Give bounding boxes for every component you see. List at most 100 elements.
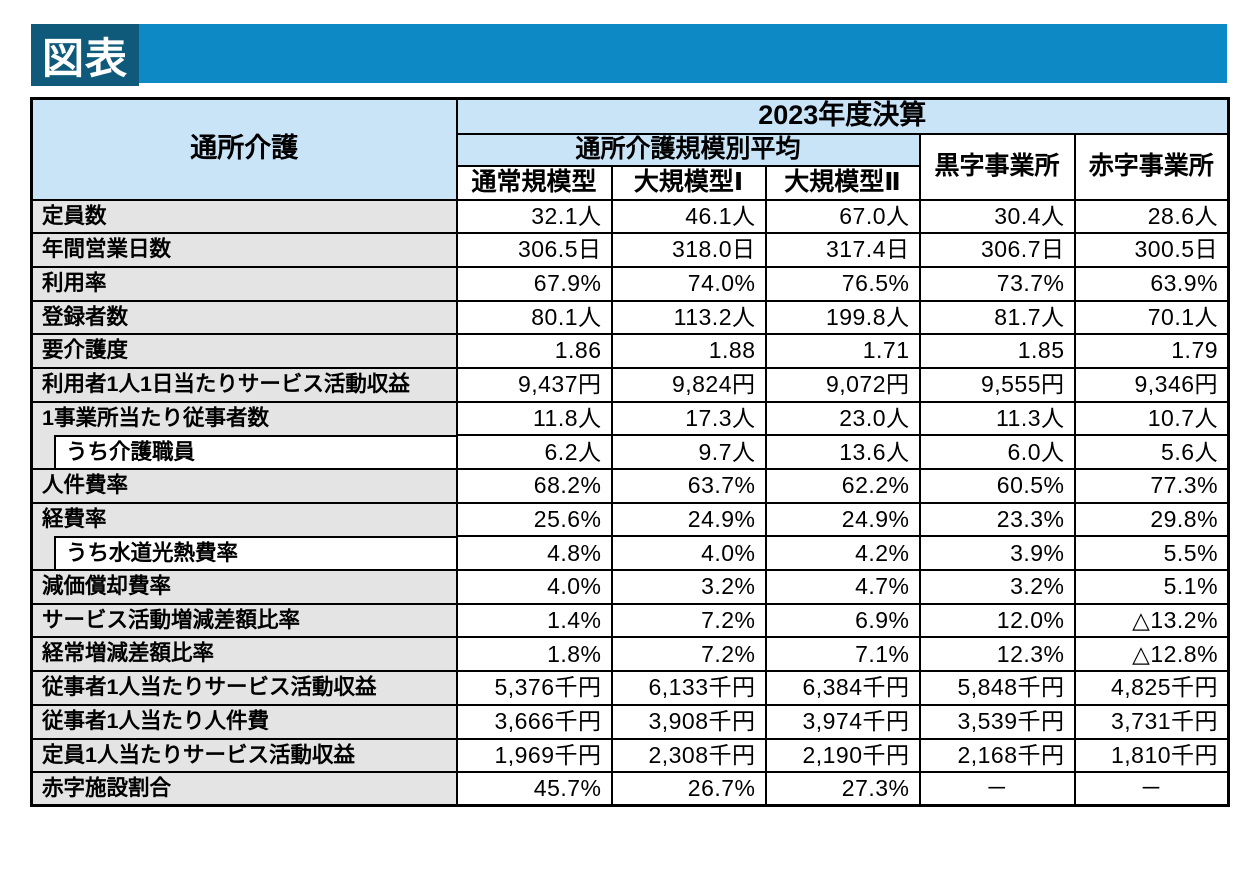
value-cell: 12.3% bbox=[918, 636, 1076, 673]
row-label: 従事者1人当たりサービス活動収益 bbox=[30, 670, 458, 706]
value-cell: 1.8% bbox=[455, 636, 613, 673]
value-cell: 2,190千円 bbox=[764, 737, 921, 774]
value-cell: 300.5日 bbox=[1073, 232, 1230, 268]
value-cell: 3,666千円 bbox=[455, 703, 613, 740]
value-cell: 3.9% bbox=[918, 535, 1076, 572]
scale-group-header: 通所介護規模別平均 bbox=[455, 132, 921, 167]
value-cell: 11.8人 bbox=[455, 400, 613, 437]
value-cell: 1.88 bbox=[610, 333, 767, 369]
value-cell: 9,824円 bbox=[610, 366, 767, 403]
value-cell: 28.6人 bbox=[1073, 198, 1230, 235]
row-label: 利用率 bbox=[30, 265, 458, 302]
value-cell: 63.7% bbox=[610, 468, 767, 504]
table-row: 利用率 67.9% 74.0% 76.5% 73.7% 63.9% bbox=[30, 265, 1230, 302]
table-row: サービス活動増減差額比率 1.4% 7.2% 6.9% 12.0% △13.2% bbox=[30, 602, 1230, 639]
table-row-sub: うち水道光熱費率 4.8% 4.0% 4.2% 3.9% 5.5% bbox=[30, 535, 1230, 572]
value-cell: 5.6人 bbox=[1073, 434, 1230, 470]
row-label: サービス活動増減差額比率 bbox=[30, 602, 458, 639]
value-cell: 60.5% bbox=[918, 468, 1076, 504]
scale-column-header-large1: 大規模型Ⅰ bbox=[610, 164, 767, 201]
row-label: うち介護職員 bbox=[54, 435, 455, 468]
value-cell: 9,437円 bbox=[455, 366, 613, 403]
row-label: 年間営業日数 bbox=[30, 232, 458, 268]
value-cell: 5.1% bbox=[1073, 569, 1230, 605]
value-cell: 73.7% bbox=[918, 265, 1076, 302]
value-cell: 23.0人 bbox=[764, 400, 921, 437]
table-row: 定員数 32.1人 46.1人 67.0人 30.4人 28.6人 bbox=[30, 198, 1230, 235]
value-cell: 76.5% bbox=[764, 265, 921, 302]
row-label: 経常増減差額比率 bbox=[30, 636, 458, 673]
figure-banner-label: 図表 bbox=[31, 24, 139, 86]
value-cell: 29.8% bbox=[1073, 501, 1230, 538]
value-cell: 11.3人 bbox=[918, 400, 1076, 437]
value-cell: △13.2% bbox=[1073, 602, 1230, 639]
value-cell: 2,168千円 bbox=[918, 737, 1076, 774]
table-row: 1事業所当たり従事者数 11.8人 17.3人 23.0人 11.3人 10.7… bbox=[30, 400, 1230, 437]
value-cell: 1.86 bbox=[455, 333, 613, 369]
value-cell: 3.2% bbox=[610, 569, 767, 605]
value-cell: △12.8% bbox=[1073, 636, 1230, 673]
table-row: 従事者1人当たりサービス活動収益 5,376千円 6,133千円 6,384千円… bbox=[30, 670, 1230, 706]
table-row: 人件費率 68.2% 63.7% 62.2% 60.5% 77.3% bbox=[30, 468, 1230, 504]
value-cell: 3,731千円 bbox=[1073, 703, 1230, 740]
row-label-indented: うち介護職員 bbox=[30, 435, 458, 470]
header-row-3: 通常規模型 大規模型Ⅰ 大規模型Ⅱ bbox=[32, 164, 1229, 201]
table-row: 赤字施設割合 45.7% 26.7% 27.3% － － bbox=[30, 771, 1230, 807]
row-label-indented: うち水道光熱費率 bbox=[30, 536, 458, 572]
value-cell-empty: － bbox=[1073, 771, 1230, 807]
table-row: 従事者1人当たり人件費 3,666千円 3,908千円 3,974千円 3,53… bbox=[30, 703, 1230, 740]
value-cell: 45.7% bbox=[455, 771, 613, 807]
value-cell: 5,848千円 bbox=[918, 670, 1076, 706]
table-row: 減価償却費率 4.0% 3.2% 4.7% 3.2% 5.1% bbox=[30, 569, 1230, 605]
value-cell: 6.0人 bbox=[918, 434, 1076, 470]
value-cell: 5.5% bbox=[1073, 535, 1230, 572]
deficit-column-header: 赤字事業所 bbox=[1073, 132, 1230, 201]
value-cell: 24.9% bbox=[610, 501, 767, 538]
value-cell: 306.7日 bbox=[918, 232, 1076, 268]
value-cell: 74.0% bbox=[610, 265, 767, 302]
row-label: 減価償却費率 bbox=[30, 569, 458, 605]
value-cell: 77.3% bbox=[1073, 468, 1230, 504]
scale-column-header-normal: 通常規模型 bbox=[455, 164, 613, 201]
value-cell: 67.0人 bbox=[764, 198, 921, 235]
value-cell: 24.9% bbox=[764, 501, 921, 538]
table-row: 年間営業日数 306.5日 318.0日 317.4日 306.7日 300.5… bbox=[30, 232, 1230, 268]
value-cell: 1.85 bbox=[918, 333, 1076, 369]
value-cell: 4.0% bbox=[610, 535, 767, 572]
figure-banner: 図表 bbox=[31, 24, 1227, 86]
value-cell: 1.79 bbox=[1073, 333, 1230, 369]
row-label: 従事者1人当たり人件費 bbox=[30, 703, 458, 740]
value-cell: 68.2% bbox=[455, 468, 613, 504]
value-cell: 317.4日 bbox=[764, 232, 921, 268]
value-cell: 7.2% bbox=[610, 636, 767, 673]
table-title-cell: 通所介護 bbox=[30, 97, 458, 201]
daycare-financial-table: 通所介護 2023年度決算 通所介護規模別平均 黒字事業所 赤字事業所 通常規模… bbox=[30, 97, 1231, 808]
table-row-sub: うち介護職員 6.2人 9.7人 13.6人 6.0人 5.6人 bbox=[30, 434, 1230, 470]
table-row: 要介護度 1.86 1.88 1.71 1.85 1.79 bbox=[30, 333, 1230, 369]
value-cell: 67.9% bbox=[455, 265, 613, 302]
row-label: 定員1人当たりサービス活動収益 bbox=[30, 737, 458, 774]
header-row-2: 通所介護規模別平均 黒字事業所 赤字事業所 bbox=[32, 132, 1230, 201]
surplus-column-header: 黒字事業所 bbox=[918, 132, 1076, 201]
value-cell: 3,539千円 bbox=[918, 703, 1076, 740]
value-cell: 6.2人 bbox=[455, 434, 613, 470]
value-cell: 306.5日 bbox=[455, 232, 613, 268]
value-cell: 3,908千円 bbox=[610, 703, 767, 740]
value-cell: 26.7% bbox=[610, 771, 767, 807]
table-row: 経常増減差額比率 1.8% 7.2% 7.1% 12.3% △12.8% bbox=[30, 636, 1230, 673]
value-cell: 1,969千円 bbox=[455, 737, 613, 774]
row-label: 登録者数 bbox=[30, 299, 458, 336]
value-cell: 80.1人 bbox=[455, 299, 613, 336]
header-row-1: 通所介護 2023年度決算 bbox=[30, 97, 1230, 201]
value-cell: 1,810千円 bbox=[1073, 737, 1230, 774]
value-cell: 9,346円 bbox=[1073, 366, 1230, 403]
fiscal-year-header: 2023年度決算 bbox=[455, 97, 1230, 135]
value-cell: 4,825千円 bbox=[1073, 670, 1230, 706]
value-cell: 7.2% bbox=[610, 602, 767, 639]
value-cell: 4.0% bbox=[455, 569, 613, 605]
value-cell: 1.71 bbox=[764, 333, 921, 369]
value-cell: 6,133千円 bbox=[610, 670, 767, 706]
value-cell: 7.1% bbox=[764, 636, 921, 673]
value-cell: 113.2人 bbox=[610, 299, 767, 336]
value-cell: 46.1人 bbox=[610, 198, 767, 235]
